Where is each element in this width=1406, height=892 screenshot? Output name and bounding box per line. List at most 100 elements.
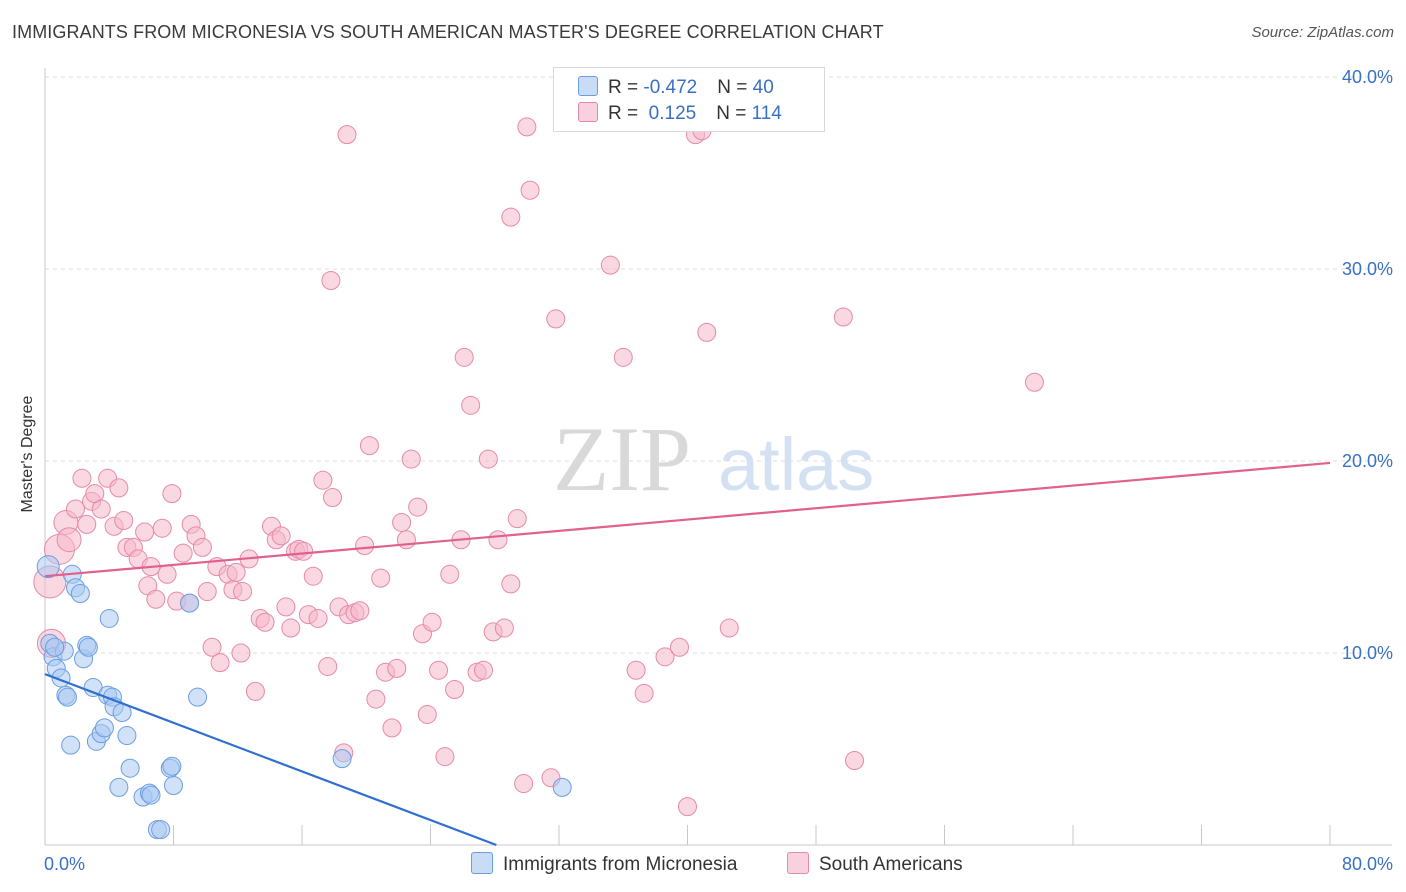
micronesia-trend-line: [44, 673, 497, 847]
legend-swatch-pink: [578, 102, 598, 122]
micronesia-point: [78, 637, 98, 657]
south-american-point: [454, 347, 474, 367]
south-american-point: [669, 637, 689, 657]
south-american-point: [401, 449, 421, 469]
south-american-point: [66, 499, 86, 519]
legend-n-label: N =: [717, 77, 753, 98]
watermark: ZIP atlas: [553, 408, 874, 510]
south-american-point: [366, 689, 386, 709]
legend-n-label: N =: [716, 103, 752, 124]
y-tick-label: 10.0%: [1342, 643, 1393, 663]
south-american-point: [387, 658, 407, 678]
south-american-point: [396, 530, 416, 550]
micronesia-point: [109, 777, 129, 797]
y-axis-label: Master's Degree: [19, 395, 36, 513]
tick-labels: 10.0% 20.0% 30.0% 40.0% 0.0% 80.0%: [44, 67, 1393, 874]
legend-row-south-americans: R = 0.125 N = 114: [578, 102, 782, 128]
micronesia-point: [164, 775, 183, 795]
south-american-point: [308, 608, 328, 628]
south-american-point: [474, 660, 494, 680]
south-americans-points: [33, 117, 1044, 817]
south-american-point: [321, 271, 341, 291]
south-american-point: [408, 497, 428, 517]
south-american-point: [226, 562, 246, 582]
micronesia-point: [61, 735, 81, 755]
south-american-point: [613, 347, 633, 367]
micronesia-points: [36, 555, 572, 840]
south-american-point: [833, 307, 853, 327]
micronesia-point: [45, 637, 65, 657]
south-american-point: [350, 601, 370, 621]
series-swatch-blue: [471, 852, 493, 874]
south-american-point: [461, 395, 481, 415]
south-americans-trend-line: [44, 461, 1331, 578]
trend-lines: [44, 461, 1331, 847]
south-american-point: [392, 512, 412, 532]
south-american-point: [202, 637, 222, 657]
south-american-point: [655, 647, 675, 667]
y-tick-label: 40.0%: [1342, 67, 1393, 87]
micronesia-point: [120, 758, 140, 778]
south-american-point: [210, 653, 230, 673]
legend-r-label: R =: [608, 77, 644, 98]
south-american-point: [1024, 372, 1044, 392]
south-american-point: [697, 322, 717, 342]
south-american-point: [417, 704, 437, 724]
micronesia-point: [94, 718, 114, 738]
south-american-point: [514, 774, 534, 794]
micronesia-point: [117, 726, 137, 746]
south-american-point: [303, 566, 323, 586]
south-american-point: [233, 582, 253, 602]
micronesia-point: [332, 749, 352, 769]
legend-r-value: 0.125: [643, 103, 697, 124]
south-american-point: [72, 468, 92, 488]
series-legend-micronesia: Immigrants from Micronesia: [471, 852, 737, 876]
legend-n-value: 40: [752, 77, 774, 98]
south-american-point: [281, 618, 301, 638]
x-tick-label-min: 0.0%: [44, 854, 85, 874]
south-american-point: [626, 660, 646, 680]
south-american-point: [255, 612, 275, 632]
south-american-point: [355, 535, 375, 555]
south-american-point: [501, 574, 521, 594]
series-name: South Americans: [819, 854, 963, 875]
south-american-point: [600, 255, 620, 275]
south-american-point: [318, 656, 338, 676]
south-american-point: [192, 537, 212, 557]
legend-n-value: 114: [751, 103, 782, 124]
south-american-point: [845, 751, 865, 771]
axes: [44, 68, 1392, 846]
south-american-point: [313, 470, 333, 490]
x-tick-label-max: 80.0%: [1342, 854, 1393, 874]
series-legend-south-americans: South Americans: [787, 852, 963, 876]
legend-r-label: R =: [608, 103, 644, 124]
south-american-point: [245, 681, 265, 701]
south-american-point: [77, 514, 97, 534]
south-american-point: [501, 207, 521, 227]
south-american-point: [276, 597, 296, 617]
south-american-point: [429, 660, 449, 680]
micronesia-point: [57, 687, 77, 707]
micronesia-point: [162, 756, 182, 776]
micronesia-point: [151, 820, 171, 840]
watermark-zip: ZIP: [553, 408, 691, 510]
y-tick-label: 30.0%: [1342, 259, 1393, 279]
correlation-legend: R = -0.472 N = 40 R = 0.125 N = 114: [553, 67, 825, 132]
south-american-point: [634, 683, 654, 703]
series-swatch-pink: [787, 852, 809, 874]
micronesia-point: [188, 687, 208, 707]
micronesia-point: [36, 555, 60, 579]
south-american-point: [488, 530, 508, 550]
south-american-point: [445, 679, 465, 699]
south-american-point: [719, 618, 739, 638]
south-american-point: [152, 518, 172, 538]
chart-source: Source: ZipAtlas.com: [1251, 24, 1394, 41]
south-american-point: [546, 309, 566, 329]
south-american-point: [435, 747, 455, 767]
micronesia-point: [552, 777, 572, 797]
south-american-point: [271, 526, 291, 546]
south-american-point: [173, 543, 193, 563]
south-american-point: [294, 541, 314, 561]
south-american-point: [146, 589, 166, 609]
